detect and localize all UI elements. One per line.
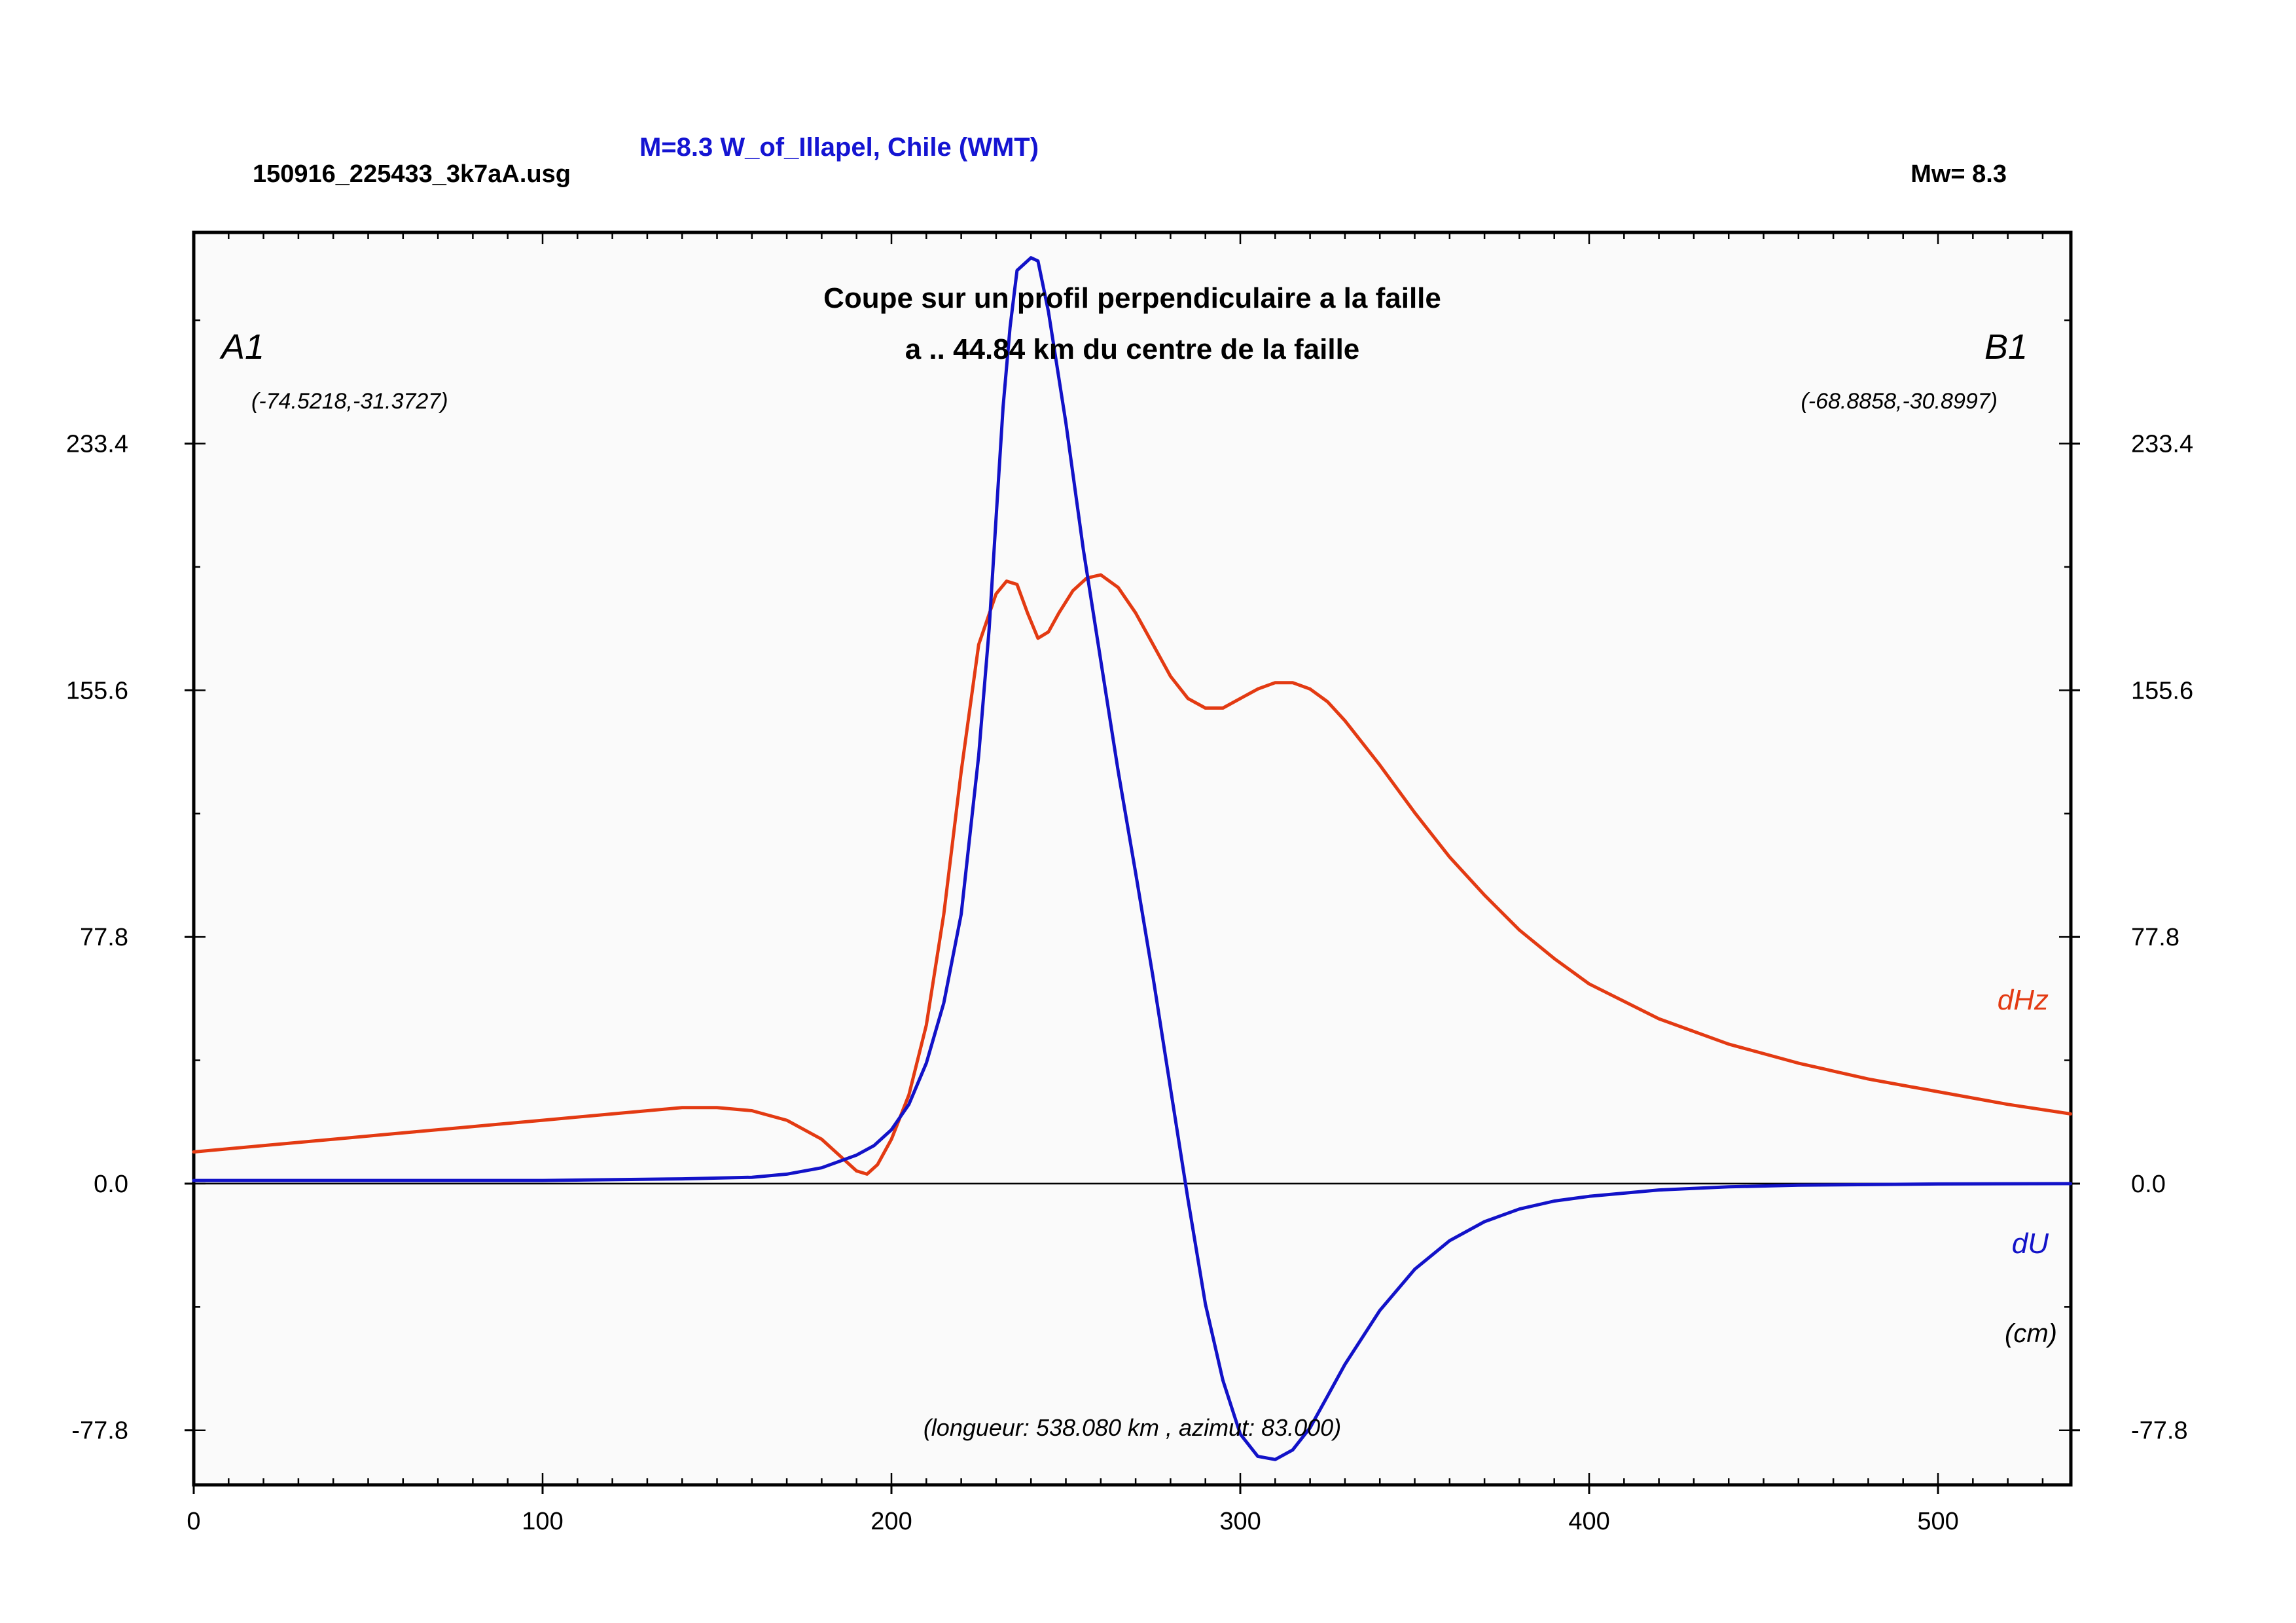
x-tick-label: 400: [1568, 1508, 1609, 1535]
x-tick-label: 100: [522, 1508, 563, 1535]
series-label-du: dU: [2012, 1228, 2049, 1260]
x-tick-label: 0: [187, 1508, 200, 1535]
point-a-label: A1: [219, 327, 264, 367]
x-tick-label: 300: [1219, 1508, 1261, 1535]
y-tick-label-left: -77.8: [71, 1417, 128, 1445]
y-tick-label-left: 233.4: [66, 431, 128, 458]
series-label-dhz: dHz: [1998, 984, 2049, 1016]
axis-tick-labels: 0 100 200 300 400 500 233.4 233.4 155.6 155.6 77.8…: [66, 431, 2193, 1535]
series-line-dhz: [192, 573, 2073, 1176]
y-tick-label-left: 155.6: [66, 677, 128, 704]
profile-length-note: (longueur: 538.080 km , azimut: 83.000): [924, 1414, 1341, 1441]
y-tick-label-right: 233.4: [2131, 431, 2193, 458]
y-tick-label-right: 77.8: [2131, 924, 2179, 951]
y-tick-label-left: 0.0: [94, 1171, 128, 1198]
x-tick-label: 500: [1917, 1508, 1958, 1535]
series-line-du: [192, 256, 2073, 1461]
y-tick-label-right: 155.6: [2131, 677, 2193, 704]
point-a-coordinates: (-74.5218,-31.3727): [251, 389, 448, 414]
profile-title-line1: Coupe sur un profil perpendiculaire a la…: [823, 282, 1441, 314]
series-lines: [192, 256, 2073, 1461]
point-b-coordinates: (-68.8858,-30.8997): [1801, 389, 1998, 414]
file-name: 150916_225433_3k7aA.usg: [253, 160, 571, 188]
profile-title-line2: a .. 44.84 km du centre de la faille: [905, 333, 1360, 365]
y-tick-label-left: 77.8: [80, 924, 128, 951]
point-b-label: B1: [1984, 327, 2028, 367]
magnitude-label: Mw= 8.3: [1910, 160, 2007, 188]
y-tick-label-right: -77.8: [2131, 1417, 2188, 1445]
event-title: M=8.3 W_of_Illapel, Chile (WMT): [639, 133, 1039, 162]
y-tick-label-right: 0.0: [2131, 1171, 2166, 1198]
unit-label: (cm): [2005, 1319, 2057, 1348]
x-tick-label: 200: [870, 1508, 912, 1535]
